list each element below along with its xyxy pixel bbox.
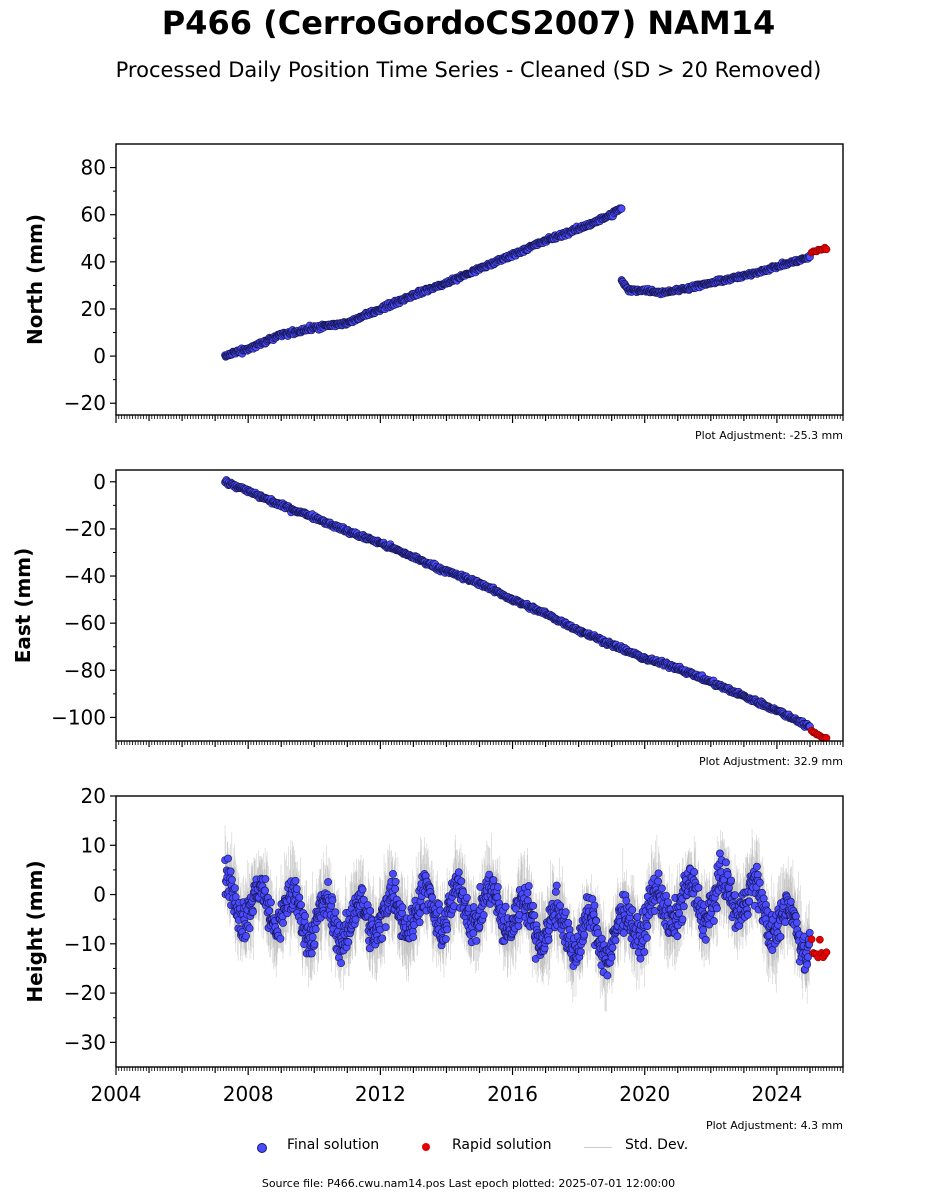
rapid-solution-point: [822, 245, 831, 254]
y-tick-label: 20: [81, 297, 106, 321]
y-axis-label-north: North (mm): [23, 214, 47, 345]
y-tick-label: 40: [81, 250, 106, 274]
page-title: P466 (CerroGordoCS2007) NAM14: [0, 4, 937, 42]
y-tick-label: 80: [81, 156, 106, 180]
y-tick-label: 0: [93, 344, 106, 368]
y-tick-label: 60: [81, 203, 106, 227]
y-tick-label: −20: [64, 391, 106, 415]
page-subtitle: Processed Daily Position Time Series - C…: [0, 58, 937, 82]
final-solution-point: [617, 204, 626, 213]
